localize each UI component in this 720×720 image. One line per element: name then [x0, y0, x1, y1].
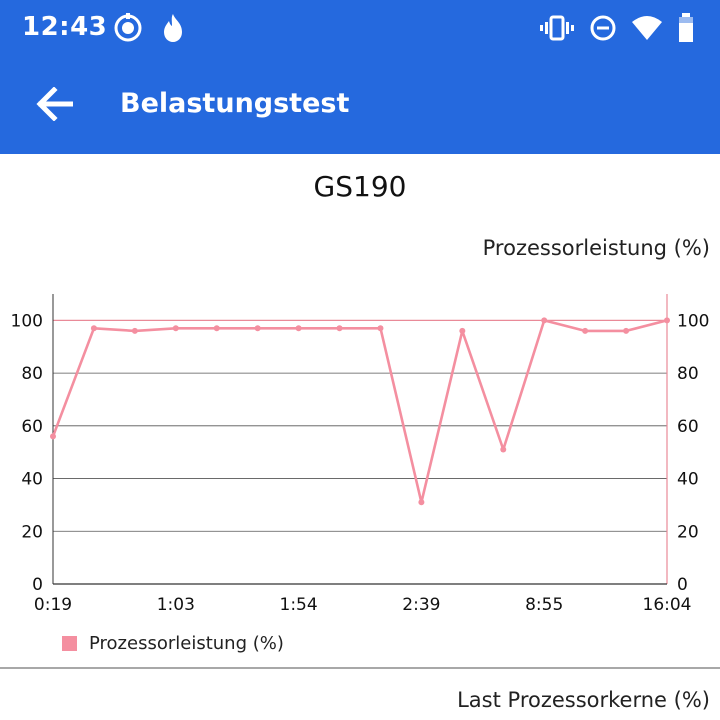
y-tick-label-left: 100 [11, 311, 43, 331]
vibrate-icon [540, 12, 574, 48]
data-point [582, 327, 589, 334]
data-point [131, 327, 138, 334]
series-line [51, 319, 668, 504]
data-point [336, 325, 343, 332]
dnd-icon [588, 12, 618, 48]
y-tick-label-right: 20 [677, 522, 699, 542]
battery-icon [677, 12, 695, 48]
data-point [377, 325, 384, 332]
x-tick-label: 2:39 [402, 595, 440, 615]
x-tick-label: 1:54 [280, 595, 318, 615]
y-tick-label-right: 100 [677, 311, 709, 331]
x-tick-label: 8:55 [525, 595, 563, 615]
x-tick-label: 0:19 [34, 595, 72, 615]
data-point [459, 327, 466, 334]
y-tick-label-right: 60 [677, 417, 699, 437]
data-point [50, 433, 56, 440]
x-tick-label: 16:04 [643, 595, 692, 615]
chart-axis-description: Prozessorleistung (%) [482, 236, 710, 260]
status-bar: 12:43 [0, 0, 720, 58]
y-tick-label-right: 80 [677, 364, 699, 384]
wifi-icon [630, 12, 664, 48]
chart-title: GS190 [313, 170, 407, 203]
data-point [541, 317, 548, 324]
data-point [418, 499, 425, 506]
data-point [213, 325, 220, 332]
y-tick-label-left: 80 [21, 364, 43, 384]
status-time: 12:43 [22, 12, 108, 42]
y-tick-label-right: 40 [677, 470, 699, 490]
data-point [90, 325, 97, 332]
y-tick-label-left: 60 [21, 417, 43, 437]
back-button[interactable] [26, 80, 82, 132]
next-chart-axis-description: Last Prozessorkerne (%) [457, 688, 710, 712]
data-point [623, 327, 630, 334]
arrow-left-icon [35, 86, 74, 125]
section-divider [0, 667, 720, 669]
y-tick-label-left: 0 [32, 575, 43, 595]
y-tick-label-right: 0 [677, 575, 688, 595]
y-tick-label-left: 20 [21, 522, 43, 542]
data-point [254, 325, 261, 332]
y-tick-label-left: 40 [21, 470, 43, 490]
legend-label: Prozessorleistung (%) [89, 633, 284, 654]
legend-swatch [62, 636, 77, 651]
data-point [172, 325, 179, 332]
data-point [664, 317, 670, 324]
record-icon [112, 12, 144, 48]
x-tick-label: 1:03 [157, 595, 195, 615]
data-point [295, 325, 302, 332]
cpu-line-chart: 0 0 20 20 40 40 60 60 80 80 100 100 0:19 1:03 1:54 2:39… [11, 294, 709, 615]
data-point [500, 446, 507, 453]
page-title: Belastungstest [120, 88, 350, 119]
flame-icon [158, 12, 188, 48]
app-bar: Belastungstest [0, 58, 720, 154]
chart-legend: Prozessorleistung (%) [62, 633, 284, 654]
